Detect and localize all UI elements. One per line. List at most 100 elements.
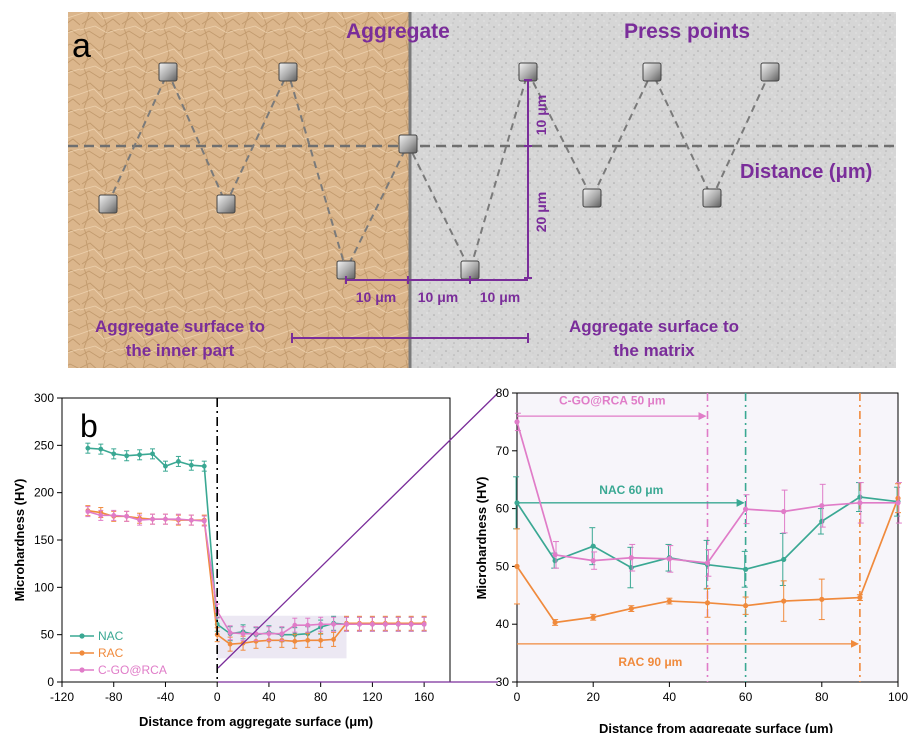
data-point-c-go-rca (305, 622, 311, 628)
x-tick-label: 0 (514, 690, 521, 704)
data-point-nac (628, 564, 634, 571)
data-point-nac (150, 451, 155, 457)
y-tick-label: 250 (34, 438, 54, 452)
right-y-axis-label: Microhardness (HV) (474, 477, 489, 600)
press-point (642, 62, 662, 82)
press-point (582, 188, 602, 208)
vertical-20um-label: 20 μm (533, 192, 549, 232)
legend: NAC RAC C-GO@RCA (70, 629, 167, 677)
data-point-nac (176, 459, 181, 464)
inner-direction-label-line2: the inner part (126, 341, 235, 360)
data-point-c-go-rca (292, 622, 298, 628)
press-point (702, 188, 722, 208)
left-y-axis-label: Microhardness (HV) (12, 479, 27, 602)
legend-label-c-go-rca: C-GO@RCA (98, 663, 167, 677)
data-point-rac (857, 595, 863, 601)
press-point (158, 62, 178, 82)
zoom-connector-top (217, 392, 499, 669)
inner-direction-label-line1: Aggregate surface to (95, 317, 265, 336)
data-point-c-go-rca (240, 631, 246, 637)
data-point-c-go-rca (163, 516, 168, 522)
data-point-nac (781, 556, 787, 563)
data-point-nac (819, 518, 825, 524)
y-tick-label: 60 (496, 502, 510, 516)
press-points-label: Press points (624, 20, 750, 43)
series-line-nac (87, 447, 425, 636)
press-point (98, 194, 118, 214)
x-tick-label: 80 (314, 690, 328, 704)
annotation-label: C-GO@RCA 50 μm (559, 394, 666, 408)
x-tick-label: 40 (262, 690, 276, 704)
horizontal-10um-label-3: 10 μm (480, 289, 520, 305)
x-tick-label: -80 (105, 690, 123, 704)
legend-marker-rac (79, 650, 85, 656)
y-tick-label: 200 (34, 486, 54, 500)
data-point-rac (227, 641, 233, 647)
data-point-nac (98, 446, 104, 452)
data-point-c-go-rca (370, 621, 375, 627)
horizontal-10um-label-2: 10 μm (418, 289, 458, 305)
left-x-axis-label: Distance from aggregate surface (μm) (139, 714, 373, 729)
press-point (398, 134, 418, 154)
data-point-rac (704, 600, 711, 606)
x-tick-label: -120 (50, 690, 74, 704)
data-point-rac (514, 563, 520, 570)
data-point-c-go-rca (227, 630, 233, 636)
y-tick-label: 0 (47, 675, 54, 689)
data-point-c-go-rca (408, 621, 414, 627)
data-point-rac (318, 637, 324, 643)
annotation-label: RAC 90 μm (618, 655, 682, 669)
x-tick-label: 20 (587, 690, 601, 704)
y-tick-label: 150 (34, 533, 54, 547)
data-point-c-go-rca (628, 555, 634, 561)
x-tick-label: 40 (663, 690, 677, 704)
data-point-nac (124, 453, 130, 459)
data-point-c-go-rca (176, 516, 181, 522)
chart-left: -120 -80 -40 0 40 80 120 160050100150200250300 … (12, 391, 451, 729)
x-tick-label: 60 (739, 690, 753, 704)
data-point-c-go-rca (137, 517, 143, 523)
data-point-rac (253, 638, 259, 644)
data-point-c-go-rca (111, 512, 117, 518)
data-point-c-go-rca (514, 419, 520, 425)
data-point-rac (666, 598, 673, 604)
matrix-direction-label-line2: the matrix (613, 341, 695, 360)
data-point-nac (857, 494, 863, 500)
data-point-nac (163, 463, 168, 469)
press-point (760, 62, 780, 82)
data-point-rac (590, 614, 596, 620)
panel-a-letter: a (72, 27, 91, 65)
data-point-c-go-rca (85, 509, 91, 514)
data-point-c-go-rca (124, 513, 130, 519)
annotation-label: NAC 60 μm (599, 483, 663, 497)
x-tick-label: 0 (214, 690, 221, 704)
legend-label-rac: RAC (98, 646, 124, 660)
data-point-nac (188, 462, 194, 468)
data-point-c-go-rca (819, 503, 825, 509)
vertical-10um-label: 10 μm (533, 95, 549, 135)
y-tick-label: 50 (41, 628, 55, 642)
data-point-rac (781, 598, 787, 604)
data-point-rac (552, 619, 558, 626)
data-point-c-go-rca (552, 552, 558, 558)
data-point-nac (552, 558, 558, 564)
data-point-nac (201, 463, 207, 469)
data-point-c-go-rca (590, 558, 596, 564)
legend-marker-c-go-rca (79, 667, 85, 673)
data-point-c-go-rca (344, 621, 349, 627)
data-point-c-go-rca (98, 512, 104, 518)
panel-a: a Aggregate Press points Distance (μm) 1… (68, 12, 896, 368)
data-point-rac (292, 638, 298, 644)
data-point-rac (331, 637, 336, 642)
y-tick-label: 70 (496, 444, 510, 458)
data-point-c-go-rca (895, 500, 901, 506)
data-point-nac (137, 452, 143, 458)
data-point-c-go-rca (279, 631, 285, 637)
data-point-c-go-rca (331, 621, 336, 627)
data-point-c-go-rca (318, 621, 324, 627)
press-point (216, 194, 236, 214)
data-point-c-go-rca (666, 556, 673, 562)
y-tick-label: 30 (496, 675, 510, 689)
dimension-lines (291, 79, 532, 343)
